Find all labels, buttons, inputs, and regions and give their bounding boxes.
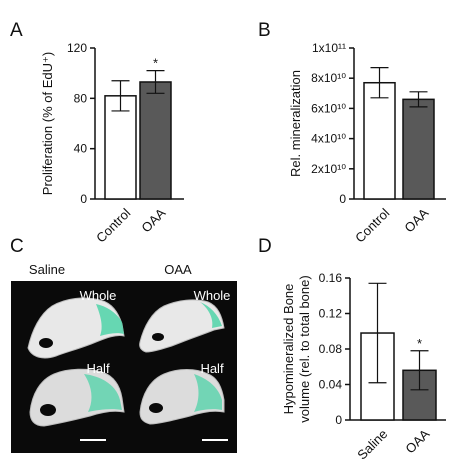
y-tick-label: 0.04 bbox=[319, 378, 343, 392]
bone-image-oaa-half bbox=[139, 369, 225, 425]
bone-image-saline-whole bbox=[27, 297, 125, 359]
column-label-saline: Saline bbox=[29, 262, 65, 277]
row-label-whole-saline: Whole bbox=[80, 288, 117, 303]
panel-letter-b: B bbox=[258, 20, 271, 41]
y-tick-label: 4x10¹⁰ bbox=[311, 132, 346, 146]
bar-oaa bbox=[139, 81, 172, 200]
y-axis-label: Rel. mineralization bbox=[288, 70, 303, 177]
category-label: Control bbox=[93, 205, 133, 245]
y-tick-label: 0 bbox=[339, 192, 346, 206]
chart-a: 0 40 80 120 Control * OAA Proliferation (% of E… bbox=[40, 41, 184, 246]
y-tick-label: 0.16 bbox=[319, 271, 343, 285]
bone-image-saline-half bbox=[29, 368, 125, 427]
y-tick-label: 120 bbox=[67, 41, 87, 55]
y-tick-label: 40 bbox=[74, 142, 88, 156]
y-axis-label: Hypomineralized Bone bbox=[281, 284, 296, 415]
y-tick-label: 8x10¹⁰ bbox=[311, 71, 346, 85]
y-axis-label: volume (rel. to total bone) bbox=[297, 275, 312, 422]
row-label-half-saline: Half bbox=[86, 361, 110, 376]
y-tick-label: 6x10¹⁰ bbox=[311, 101, 346, 115]
row-label-half-oaa: Half bbox=[200, 361, 224, 376]
y-tick-label: 2x10¹⁰ bbox=[311, 162, 346, 176]
column-label-oaa: OAA bbox=[164, 262, 192, 277]
row-label-whole-oaa: Whole bbox=[194, 288, 231, 303]
category-label: Saline bbox=[354, 426, 390, 462]
y-tick-label: 0.12 bbox=[319, 307, 343, 321]
y-tick-label: 80 bbox=[74, 91, 88, 105]
y-axis-label: Proliferation (% of EdU⁺) bbox=[40, 52, 55, 195]
panel-letter-d: D bbox=[258, 236, 272, 257]
bar-oaa bbox=[402, 98, 435, 200]
chart-d: 0 0.04 0.08 0.12 0.16 Saline * OAA Hypomineraliz… bbox=[281, 271, 446, 462]
significance-marker: * bbox=[417, 336, 422, 351]
category-label: Control bbox=[352, 205, 392, 245]
bar-control bbox=[363, 81, 396, 200]
y-tick-label: 1x10¹¹ bbox=[312, 41, 346, 55]
y-tick-label: 0 bbox=[335, 413, 342, 427]
micrograph-panel: Saline OAA Whole Whole Half bbox=[11, 262, 237, 453]
panel-letter-a: A bbox=[10, 20, 23, 41]
y-tick-label: 0.08 bbox=[319, 342, 343, 356]
category-label: OAA bbox=[138, 205, 168, 235]
bone-image-oaa-whole bbox=[139, 299, 225, 353]
panel-letter-c: C bbox=[10, 236, 24, 257]
y-tick-label: 0 bbox=[80, 192, 87, 206]
category-label: OAA bbox=[401, 205, 431, 235]
significance-marker: * bbox=[153, 56, 158, 71]
category-label: OAA bbox=[402, 426, 432, 456]
chart-b: 0 2x10¹⁰ 4x10¹⁰ 6x10¹⁰ 8x10¹⁰ 1x10¹¹ Control OA… bbox=[288, 41, 446, 246]
